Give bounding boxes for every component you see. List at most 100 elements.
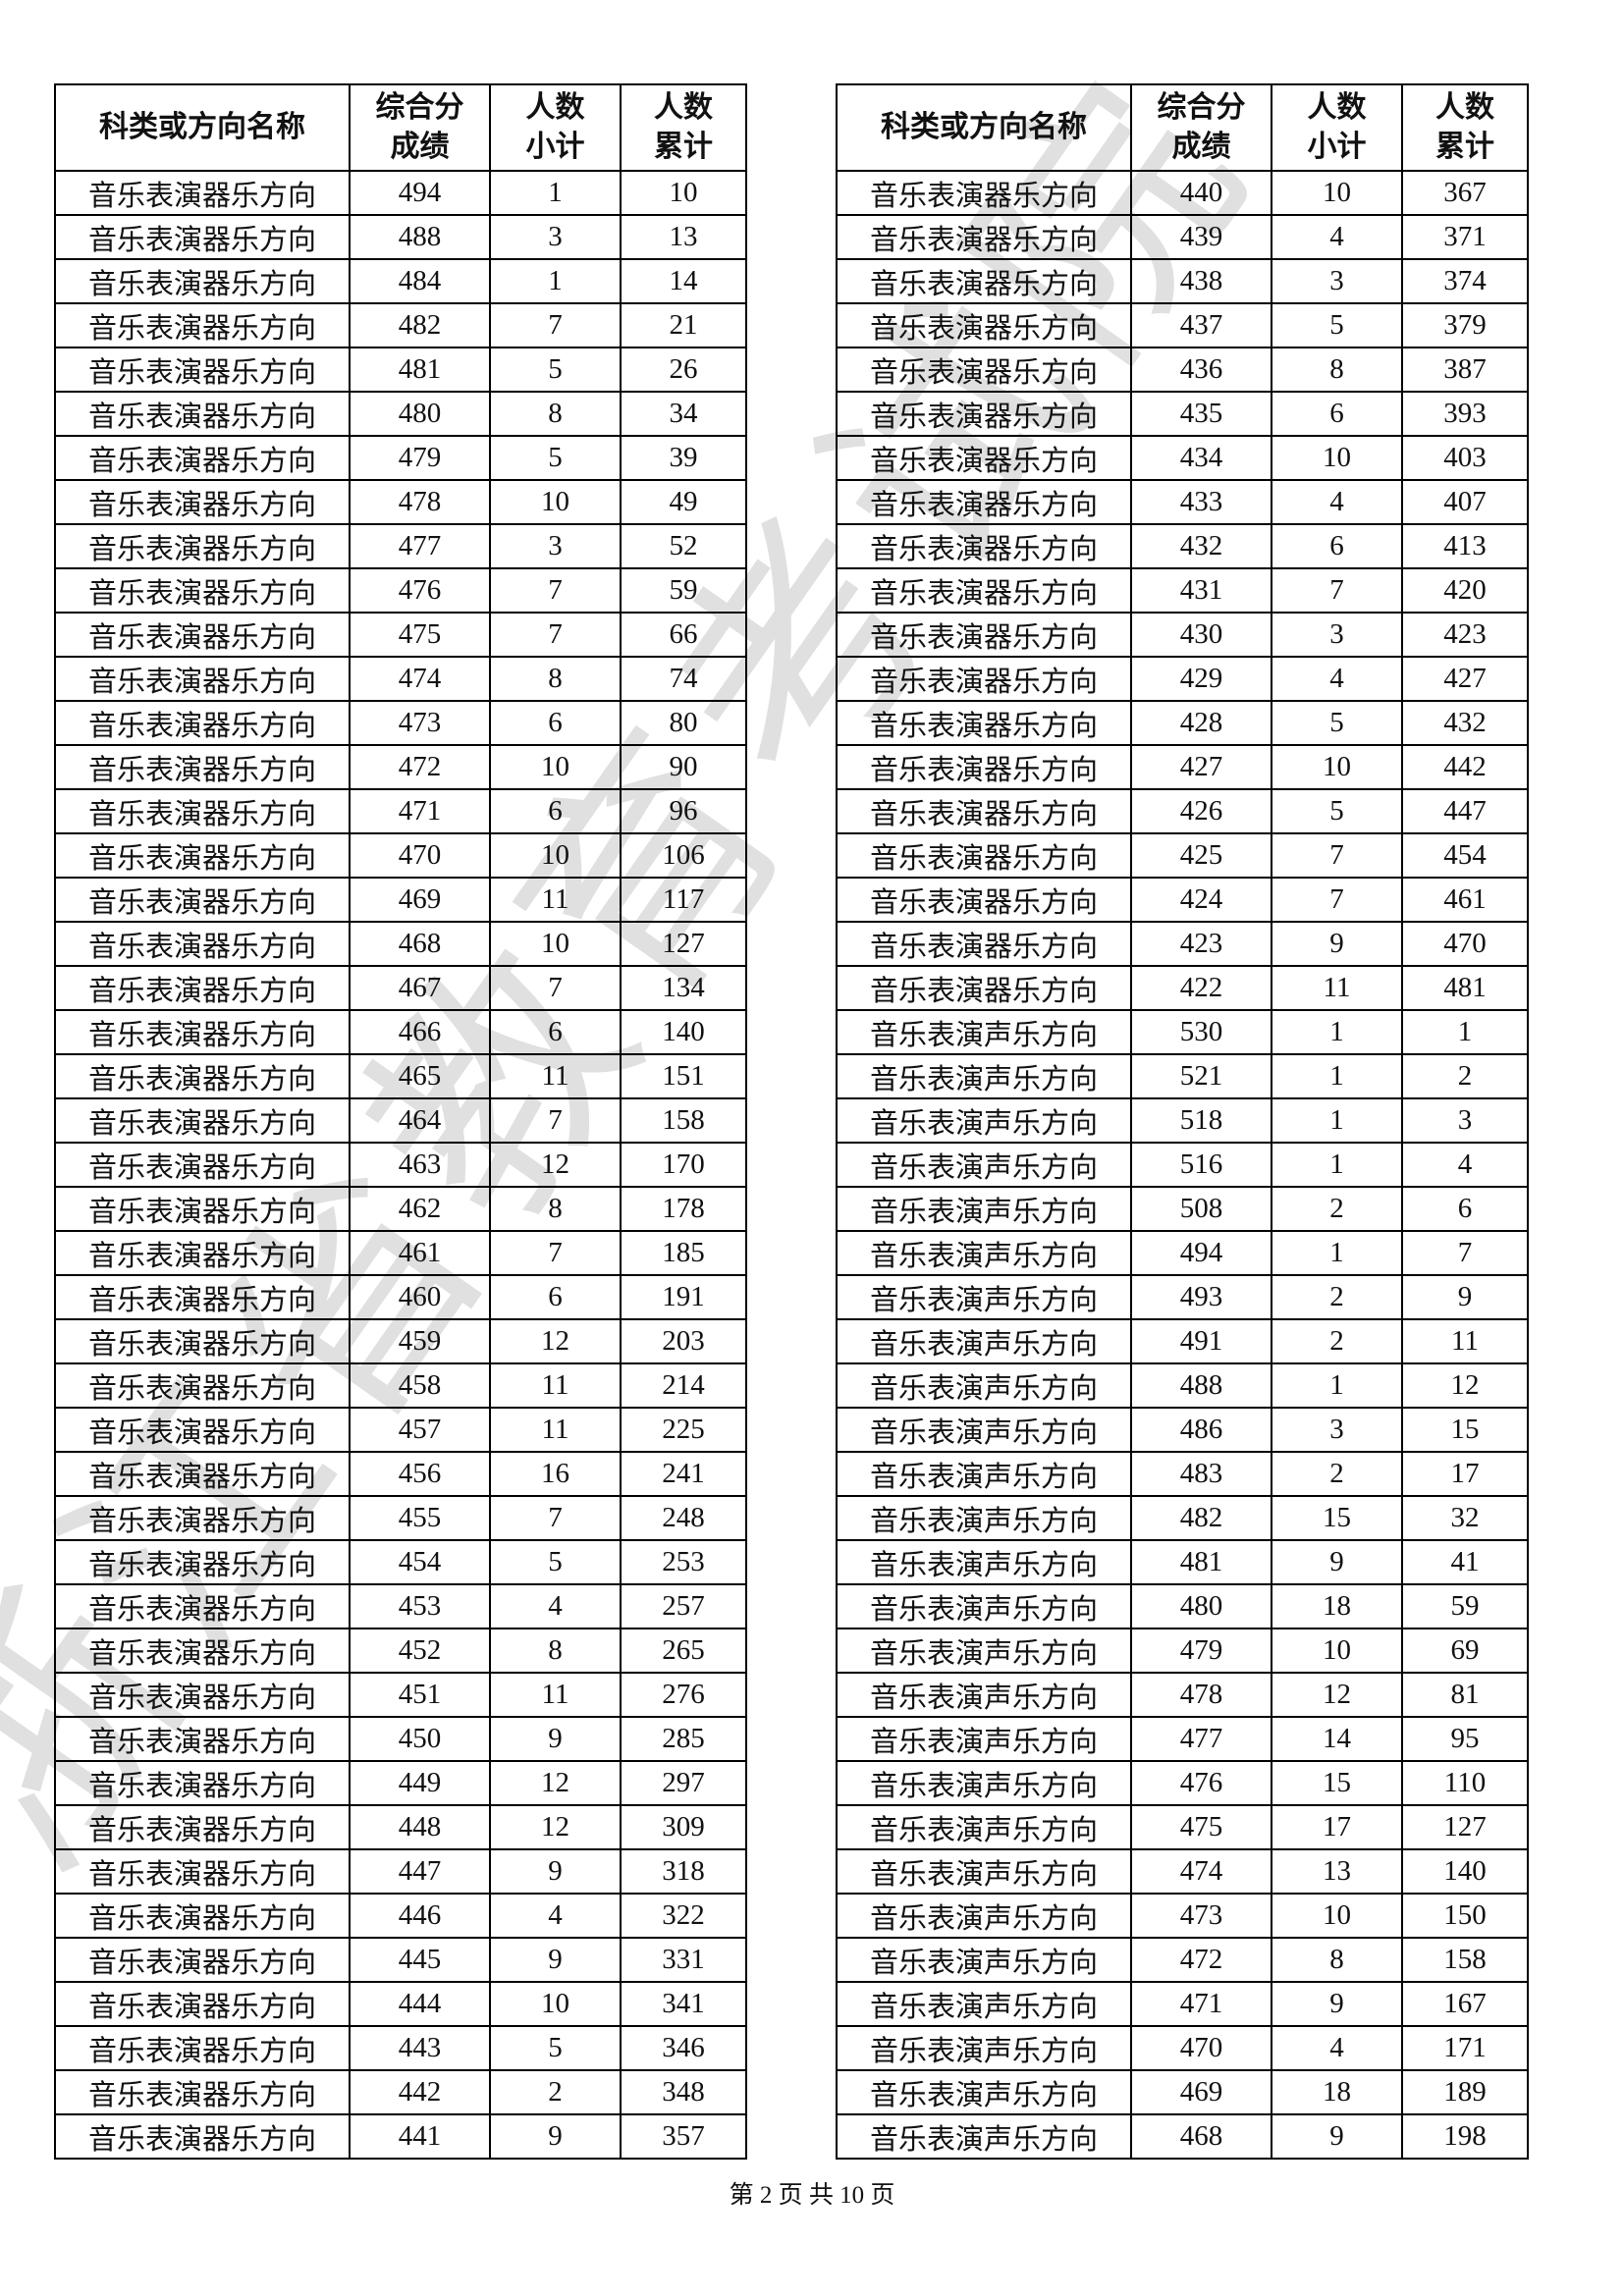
table-row: 音乐表演器乐方向 437 5 379 xyxy=(836,302,1529,348)
category-name-cell: 音乐表演器乐方向 xyxy=(836,302,1132,348)
cumulative-cell: 470 xyxy=(1401,921,1529,967)
column-header-count-line2: 小计 xyxy=(1307,131,1367,163)
count-cell: 9 xyxy=(1271,1539,1403,1585)
table-row: 音乐表演器乐方向 448 12 309 xyxy=(54,1804,747,1850)
category-name-cell: 音乐表演声乐方向 xyxy=(836,1716,1132,1762)
score-cell: 477 xyxy=(1130,1716,1272,1762)
cumulative-cell: 225 xyxy=(620,1407,747,1453)
score-cell: 470 xyxy=(349,832,491,879)
category-name-cell: 音乐表演声乐方向 xyxy=(836,1583,1132,1629)
category-name-cell: 音乐表演器乐方向 xyxy=(54,1583,351,1629)
cumulative-cell: 285 xyxy=(620,1716,747,1762)
category-name-cell: 音乐表演声乐方向 xyxy=(836,1318,1132,1364)
count-cell: 12 xyxy=(1271,1672,1403,1718)
cumulative-cell: 26 xyxy=(620,347,747,393)
count-cell: 7 xyxy=(489,302,622,348)
category-name-cell: 音乐表演声乐方向 xyxy=(836,1804,1132,1850)
count-cell: 10 xyxy=(489,832,622,879)
count-cell: 12 xyxy=(489,1804,622,1850)
category-name-cell: 音乐表演器乐方向 xyxy=(54,170,351,216)
category-name-cell: 音乐表演器乐方向 xyxy=(836,435,1132,481)
table-row: 音乐表演器乐方向 463 12 170 xyxy=(54,1142,747,1188)
category-name-cell: 音乐表演声乐方向 xyxy=(836,1495,1132,1541)
score-cell: 464 xyxy=(349,1097,491,1144)
score-cell: 436 xyxy=(1130,347,1272,393)
category-name-cell: 音乐表演声乐方向 xyxy=(836,1451,1132,1497)
category-name-cell: 音乐表演器乐方向 xyxy=(836,656,1132,702)
column-header-cumulative-line1: 人数 xyxy=(654,91,713,124)
score-cell: 423 xyxy=(1130,921,1272,967)
cumulative-cell: 7 xyxy=(1401,1230,1529,1276)
count-cell: 11 xyxy=(1271,965,1403,1011)
category-name-cell: 音乐表演声乐方向 xyxy=(836,1893,1132,1939)
score-cell: 476 xyxy=(349,567,491,614)
table-row: 音乐表演器乐方向 452 8 265 xyxy=(54,1628,747,1674)
score-cell: 461 xyxy=(349,1230,491,1276)
score-cell: 458 xyxy=(349,1362,491,1409)
score-cell: 471 xyxy=(349,788,491,834)
score-cell: 440 xyxy=(1130,170,1272,216)
table-row: 音乐表演器乐方向 436 8 387 xyxy=(836,347,1529,393)
score-cell: 476 xyxy=(1130,1760,1272,1806)
score-cell: 494 xyxy=(349,170,491,216)
table-row: 音乐表演器乐方向 447 9 318 xyxy=(54,1848,747,1895)
category-name-cell: 音乐表演器乐方向 xyxy=(54,302,351,348)
category-name-cell: 音乐表演器乐方向 xyxy=(836,567,1132,614)
cumulative-cell: 127 xyxy=(1401,1804,1529,1850)
table-row: 音乐表演器乐方向 468 10 127 xyxy=(54,921,747,967)
cumulative-cell: 81 xyxy=(1401,1672,1529,1718)
count-cell: 10 xyxy=(489,744,622,790)
cumulative-cell: 2 xyxy=(1401,1053,1529,1099)
score-cell: 518 xyxy=(1130,1097,1272,1144)
table-row: 音乐表演器乐方向 476 7 59 xyxy=(54,567,747,614)
score-cell: 483 xyxy=(1130,1451,1272,1497)
category-name-cell: 音乐表演声乐方向 xyxy=(836,1274,1132,1320)
column-header-score: 综合分 成绩 xyxy=(1130,83,1272,172)
count-cell: 11 xyxy=(489,1407,622,1453)
category-name-cell: 音乐表演器乐方向 xyxy=(54,435,351,481)
score-cell: 452 xyxy=(349,1628,491,1674)
column-header-category-label: 科类或方向名称 xyxy=(881,111,1087,143)
score-cell: 445 xyxy=(349,1937,491,1983)
score-cell: 473 xyxy=(1130,1893,1272,1939)
score-cell: 481 xyxy=(349,347,491,393)
category-name-cell: 音乐表演器乐方向 xyxy=(836,214,1132,260)
category-name-cell: 音乐表演器乐方向 xyxy=(54,965,351,1011)
category-name-cell: 音乐表演器乐方向 xyxy=(54,921,351,967)
cumulative-cell: 9 xyxy=(1401,1274,1529,1320)
category-name-cell: 音乐表演器乐方向 xyxy=(836,744,1132,790)
score-cell: 457 xyxy=(349,1407,491,1453)
score-cell: 530 xyxy=(1130,1009,1272,1055)
category-name-cell: 音乐表演器乐方向 xyxy=(54,1274,351,1320)
table-row: 音乐表演器乐方向 482 7 21 xyxy=(54,302,747,348)
score-cell: 431 xyxy=(1130,567,1272,614)
score-cell: 428 xyxy=(1130,700,1272,746)
category-name-cell: 音乐表演器乐方向 xyxy=(54,2113,351,2160)
score-cell: 435 xyxy=(1130,391,1272,437)
cumulative-cell: 158 xyxy=(1401,1937,1529,1983)
score-cell: 444 xyxy=(349,1981,491,2027)
table-row: 音乐表演声乐方向 471 9 167 xyxy=(836,1981,1529,2027)
table-row: 音乐表演声乐方向 486 3 15 xyxy=(836,1407,1529,1453)
count-cell: 12 xyxy=(489,1760,622,1806)
table-row: 音乐表演器乐方向 450 9 285 xyxy=(54,1716,747,1762)
category-name-cell: 音乐表演器乐方向 xyxy=(54,877,351,923)
table-row: 音乐表演器乐方向 444 10 341 xyxy=(54,1981,747,2027)
cumulative-cell: 158 xyxy=(620,1097,747,1144)
count-cell: 1 xyxy=(1271,1230,1403,1276)
category-name-cell: 音乐表演器乐方向 xyxy=(836,347,1132,393)
count-cell: 7 xyxy=(1271,877,1403,923)
score-cell: 475 xyxy=(1130,1804,1272,1850)
category-name-cell: 音乐表演器乐方向 xyxy=(836,788,1132,834)
category-name-cell: 音乐表演器乐方向 xyxy=(836,965,1132,1011)
score-cell: 466 xyxy=(349,1009,491,1055)
score-cell: 437 xyxy=(1130,302,1272,348)
score-cell: 441 xyxy=(349,2113,491,2160)
table-row: 音乐表演器乐方向 459 12 203 xyxy=(54,1318,747,1364)
cumulative-cell: 387 xyxy=(1401,347,1529,393)
cumulative-cell: 13 xyxy=(620,214,747,260)
count-cell: 5 xyxy=(1271,788,1403,834)
count-cell: 9 xyxy=(489,1848,622,1895)
cumulative-cell: 52 xyxy=(620,523,747,569)
cumulative-cell: 15 xyxy=(1401,1407,1529,1453)
